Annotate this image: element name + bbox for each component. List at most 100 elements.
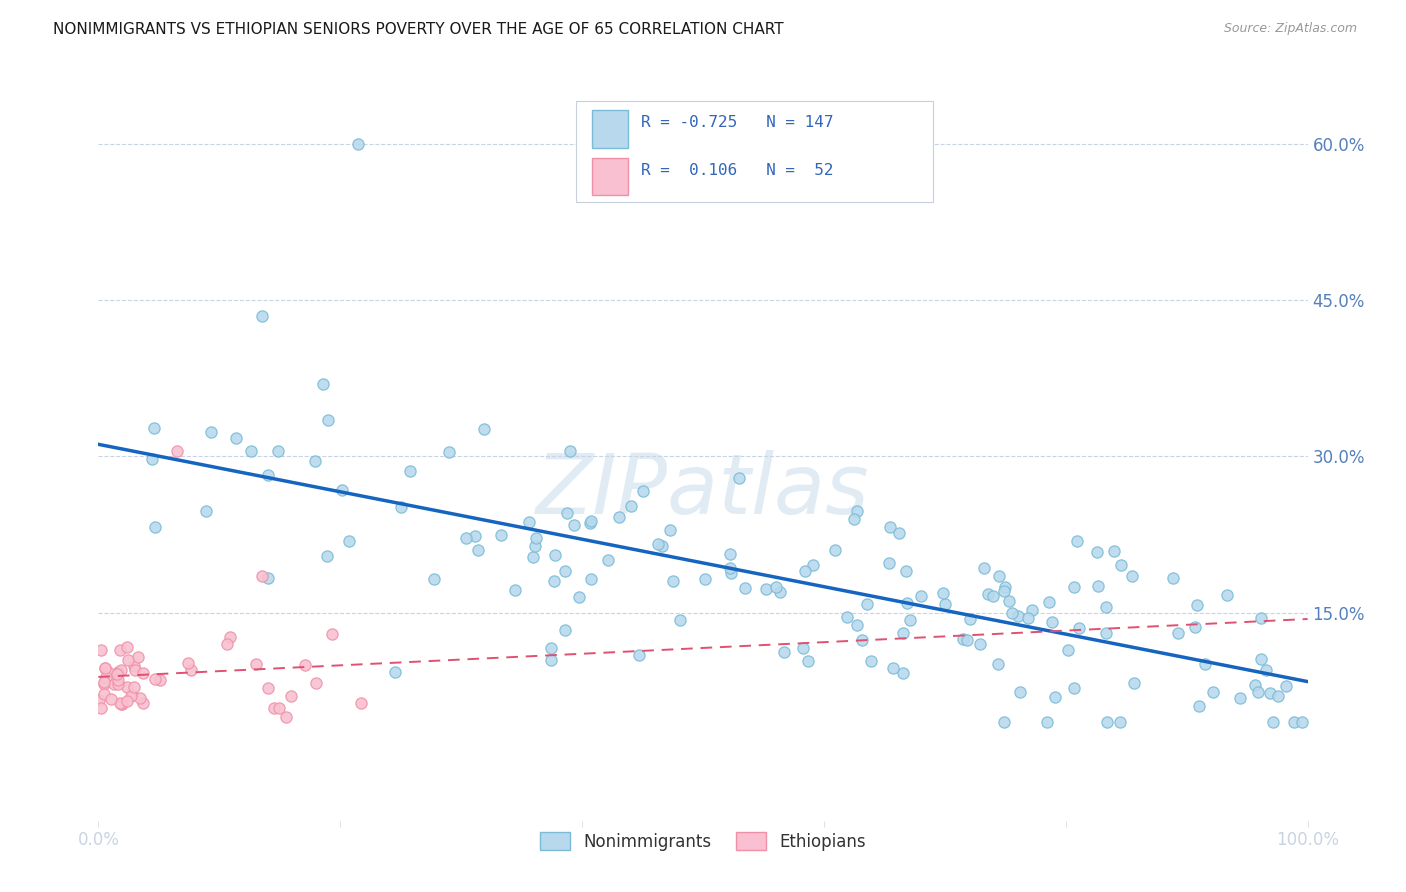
Point (200, 425, 222, 440)
Point (87, 693, 110, 707)
Point (544, 549, 567, 563)
Point (1188, 699, 1211, 714)
Point (1267, 690, 1289, 704)
Point (143, 520, 166, 534)
Point (256, 681, 278, 695)
Point (1247, 685, 1270, 699)
Point (274, 709, 297, 723)
Point (860, 654, 883, 668)
Point (1043, 690, 1066, 704)
Point (1111, 558, 1133, 572)
Point (668, 613, 690, 627)
Point (524, 539, 547, 553)
Point (305, 676, 328, 690)
Point (887, 526, 910, 541)
Point (765, 580, 787, 594)
Point (1167, 625, 1189, 640)
Point (121, 688, 143, 702)
Point (987, 657, 1010, 671)
Point (555, 506, 578, 520)
Point (143, 672, 166, 686)
Point (560, 444, 582, 458)
Point (993, 584, 1015, 599)
Point (467, 543, 489, 558)
Point (845, 618, 868, 632)
Point (1007, 608, 1029, 623)
Point (1085, 545, 1108, 559)
Point (882, 660, 904, 674)
Point (956, 632, 979, 647)
Point (973, 560, 995, 574)
Point (423, 572, 446, 586)
Point (1056, 643, 1078, 657)
Point (1122, 675, 1144, 690)
Point (107, 665, 129, 679)
Point (110, 642, 132, 657)
Point (269, 701, 291, 715)
Point (1008, 685, 1031, 699)
Point (1274, 679, 1296, 693)
Point (720, 547, 742, 561)
Point (522, 550, 544, 565)
Point (1038, 595, 1060, 609)
Point (1017, 611, 1039, 625)
Point (734, 581, 756, 595)
Point (347, 137, 370, 152)
Point (166, 444, 188, 458)
Point (517, 515, 540, 529)
Point (110, 697, 132, 711)
Point (107, 677, 129, 691)
Point (554, 564, 576, 578)
Point (1291, 714, 1313, 729)
Point (1040, 615, 1063, 629)
Point (976, 586, 998, 600)
Point (1282, 714, 1305, 729)
Point (263, 701, 285, 715)
Text: R =  0.106   N =  52: R = 0.106 N = 52 (641, 162, 834, 178)
Point (718, 560, 741, 574)
Point (543, 574, 565, 589)
Point (107, 673, 129, 687)
Point (835, 610, 858, 624)
Point (898, 613, 921, 627)
Point (1095, 626, 1118, 640)
Point (330, 483, 353, 498)
Point (856, 597, 879, 611)
Point (1250, 652, 1272, 666)
Point (969, 637, 991, 651)
Point (994, 580, 1017, 594)
Point (1095, 714, 1118, 729)
Point (877, 557, 900, 571)
Point (124, 663, 146, 677)
Point (96, 670, 118, 684)
Point (100, 691, 122, 706)
Point (472, 422, 495, 436)
Point (1087, 578, 1109, 592)
Point (579, 516, 602, 531)
Point (280, 689, 302, 703)
Point (893, 665, 915, 680)
Point (122, 659, 145, 673)
Point (628, 648, 651, 663)
Point (349, 696, 371, 710)
Point (110, 663, 132, 677)
Point (250, 569, 273, 583)
Point (524, 531, 547, 545)
Point (959, 612, 981, 626)
Point (464, 528, 486, 542)
Point (1066, 533, 1088, 548)
Point (267, 444, 290, 458)
Point (110, 697, 132, 711)
Point (316, 413, 339, 427)
Point (727, 471, 749, 485)
Point (554, 623, 576, 637)
Point (1184, 620, 1206, 634)
Point (195, 504, 218, 518)
Point (108, 696, 131, 710)
Point (321, 626, 343, 640)
Point (115, 680, 138, 694)
Point (891, 626, 914, 640)
FancyBboxPatch shape (592, 158, 628, 195)
Text: Source: ZipAtlas.com: Source: ZipAtlas.com (1223, 22, 1357, 36)
Point (658, 523, 681, 537)
